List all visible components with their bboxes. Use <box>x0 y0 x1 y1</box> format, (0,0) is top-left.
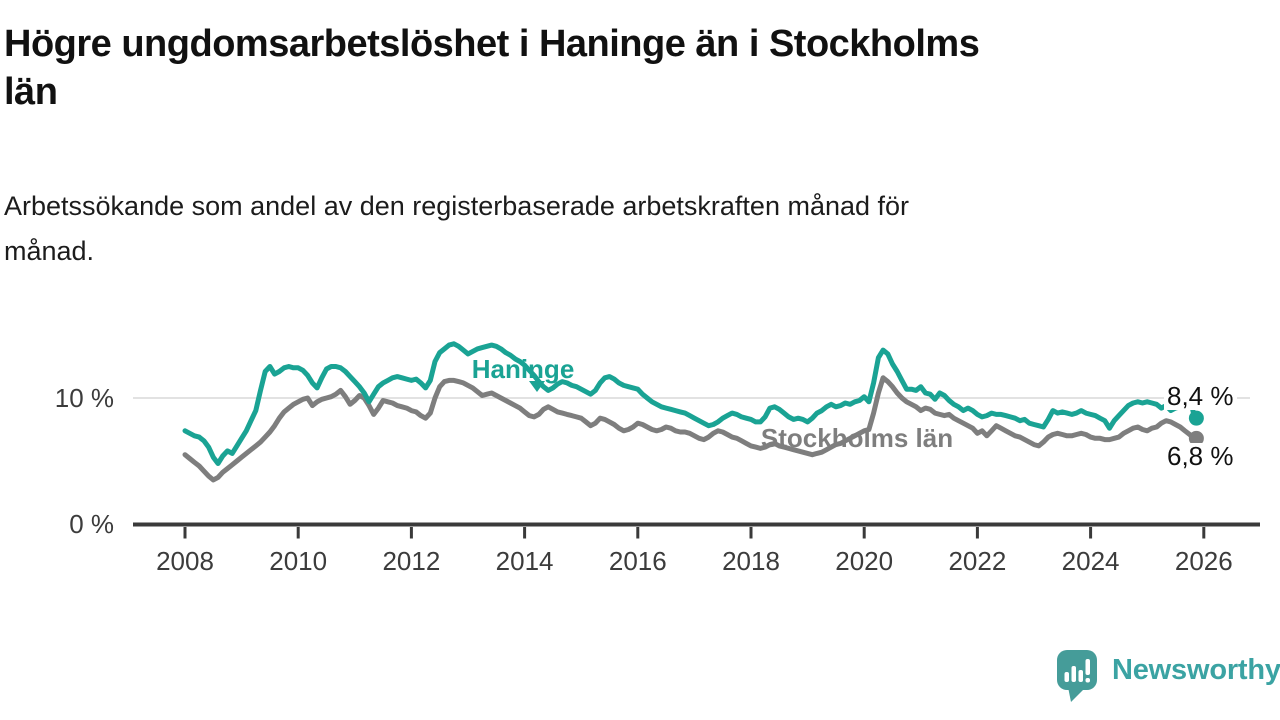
haninge-value-label: 8,4 % <box>1164 383 1237 410</box>
x-tick-label-2020: 2020 <box>835 546 894 576</box>
x-tick-label-2014: 2014 <box>495 546 554 576</box>
x-tick-label-2010: 2010 <box>269 546 328 576</box>
subtitle-line-2: månad. <box>4 236 95 266</box>
x-tick-label-2012: 2012 <box>382 546 441 576</box>
logo-exclamation-bar <box>1085 659 1090 675</box>
logo-exclamation-dot <box>1085 678 1090 683</box>
logo-bar-3 <box>1078 670 1083 682</box>
x-tick-label-2026: 2026 <box>1174 546 1233 576</box>
stockholm-value-label: 6,8 % <box>1164 443 1237 470</box>
y-tick-label-10: 10 % <box>54 383 114 413</box>
title-line-2: län <box>4 71 58 113</box>
chart-subtitle: Arbetssökande som andel av den registerb… <box>4 184 1244 274</box>
newsworthy-wordmark: Newsworthy <box>1112 654 1280 686</box>
haninge-line <box>182 341 1197 466</box>
logo-bar-2 <box>1071 666 1076 682</box>
logo-bubble-tail <box>1068 687 1084 702</box>
logo-bubble <box>1057 650 1097 690</box>
page-title: Högre ungdomsarbetslöshet i Haninge än i… <box>4 20 1266 116</box>
haninge-end-dot <box>1188 410 1204 426</box>
stockholm-line <box>182 375 1197 483</box>
newsworthy-logo: Newsworthy <box>1055 648 1280 704</box>
haninge-series-label: Haninge <box>471 354 575 384</box>
haninge-label-arrow-icon <box>529 381 545 392</box>
x-tick-label-2022: 2022 <box>948 546 1007 576</box>
newsworthy-logo-icon <box>1057 650 1097 702</box>
x-tick-label-2008: 2008 <box>156 546 214 576</box>
x-tick-label-2016: 2016 <box>608 546 667 576</box>
x-tick-label-2024: 2024 <box>1061 546 1120 576</box>
y-tick-label-0: 0 % <box>69 509 114 539</box>
logo-bar-1 <box>1064 672 1069 682</box>
title-line-1: Högre ungdomsarbetslöshet i Haninge än i… <box>4 23 980 65</box>
stockholm-series-label: Stockholms län <box>760 423 954 453</box>
x-tick-label-2018: 2018 <box>722 546 780 576</box>
stockholm-end-dot <box>1188 430 1204 446</box>
subtitle-line-1: Arbetssökande som andel av den registerb… <box>4 191 910 221</box>
